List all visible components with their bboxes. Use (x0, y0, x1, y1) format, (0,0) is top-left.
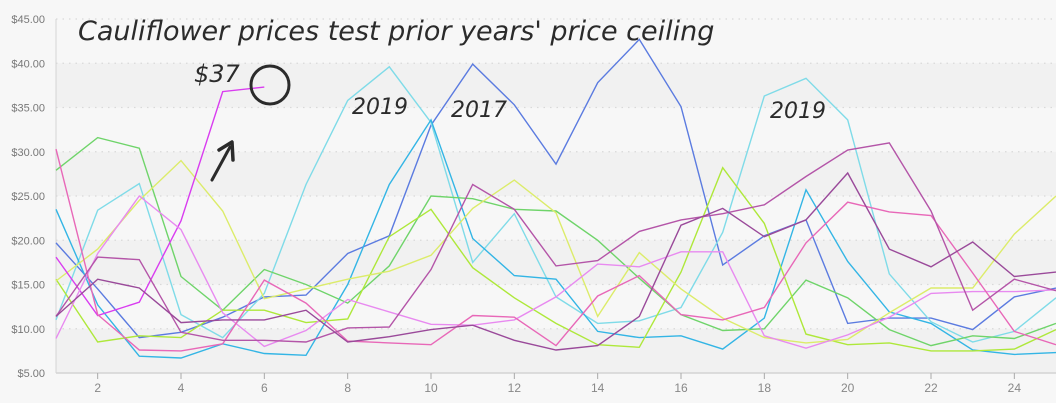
series-line-plum (55, 142, 1056, 343)
series-lines (55, 38, 1056, 359)
y-tick-label: $20.00 (11, 235, 45, 247)
y-tick-label: $25.00 (11, 191, 45, 203)
x-tick-label: 18 (758, 381, 772, 395)
series-line-hot-pink (55, 148, 1056, 352)
y-tick-label: $15.00 (11, 280, 45, 292)
annotations: Cauliflower prices test prior years' pri… (78, 16, 826, 182)
chart-title: Cauliflower prices test prior years' pri… (78, 16, 714, 47)
annotation-2019-b: 2019 (770, 99, 826, 124)
band (56, 240, 1056, 285)
y-tick-label: $45.00 (11, 14, 45, 26)
annotation-2017: 2017 (451, 98, 507, 123)
x-tick-label: 20 (841, 381, 855, 395)
y-tick-label: $10.00 (11, 324, 45, 336)
series-line-yellow (55, 159, 1056, 344)
series-line-magenta (55, 86, 265, 317)
annotation-2019-a: 2019 (352, 95, 408, 120)
annotation-37-label: $37 (194, 60, 241, 88)
x-tick-label: 16 (674, 381, 688, 395)
x-tick-label: 2 (94, 381, 101, 395)
y-axis: $5.00 $10.00 $15.00 $20.00 $25.00 $30.00 $35.0… (11, 14, 57, 380)
x-axis: 2 4 6 8 10 12 14 16 18 20 22 24 (56, 372, 1056, 395)
x-tick-label: 8 (344, 381, 351, 395)
background-bands (56, 63, 1056, 373)
band (56, 63, 1056, 108)
x-tick-label: 24 (1008, 381, 1022, 395)
x-tick-label: 10 (424, 381, 438, 395)
x-tick-label: 6 (261, 381, 268, 395)
annotation-circle (249, 64, 291, 106)
x-tick-label: 4 (178, 381, 185, 395)
y-tick-label: $40.00 (11, 58, 45, 70)
series-line-orchid (55, 194, 1056, 349)
y-tick-label: $30.00 (11, 147, 45, 159)
series-line-lime (55, 166, 1056, 352)
x-tick-label: 14 (591, 381, 605, 395)
arrow-up-right-icon (210, 140, 235, 182)
series-line-dark-purple (55, 171, 1056, 351)
x-tick-label: 12 (508, 381, 522, 395)
y-tick-label: $35.00 (11, 103, 45, 115)
series-line-royal-blue (55, 38, 1056, 339)
y-tick-label: $5.00 (17, 368, 45, 380)
x-tick-label: 22 (924, 381, 938, 395)
band (56, 328, 1056, 373)
band (56, 151, 1056, 196)
